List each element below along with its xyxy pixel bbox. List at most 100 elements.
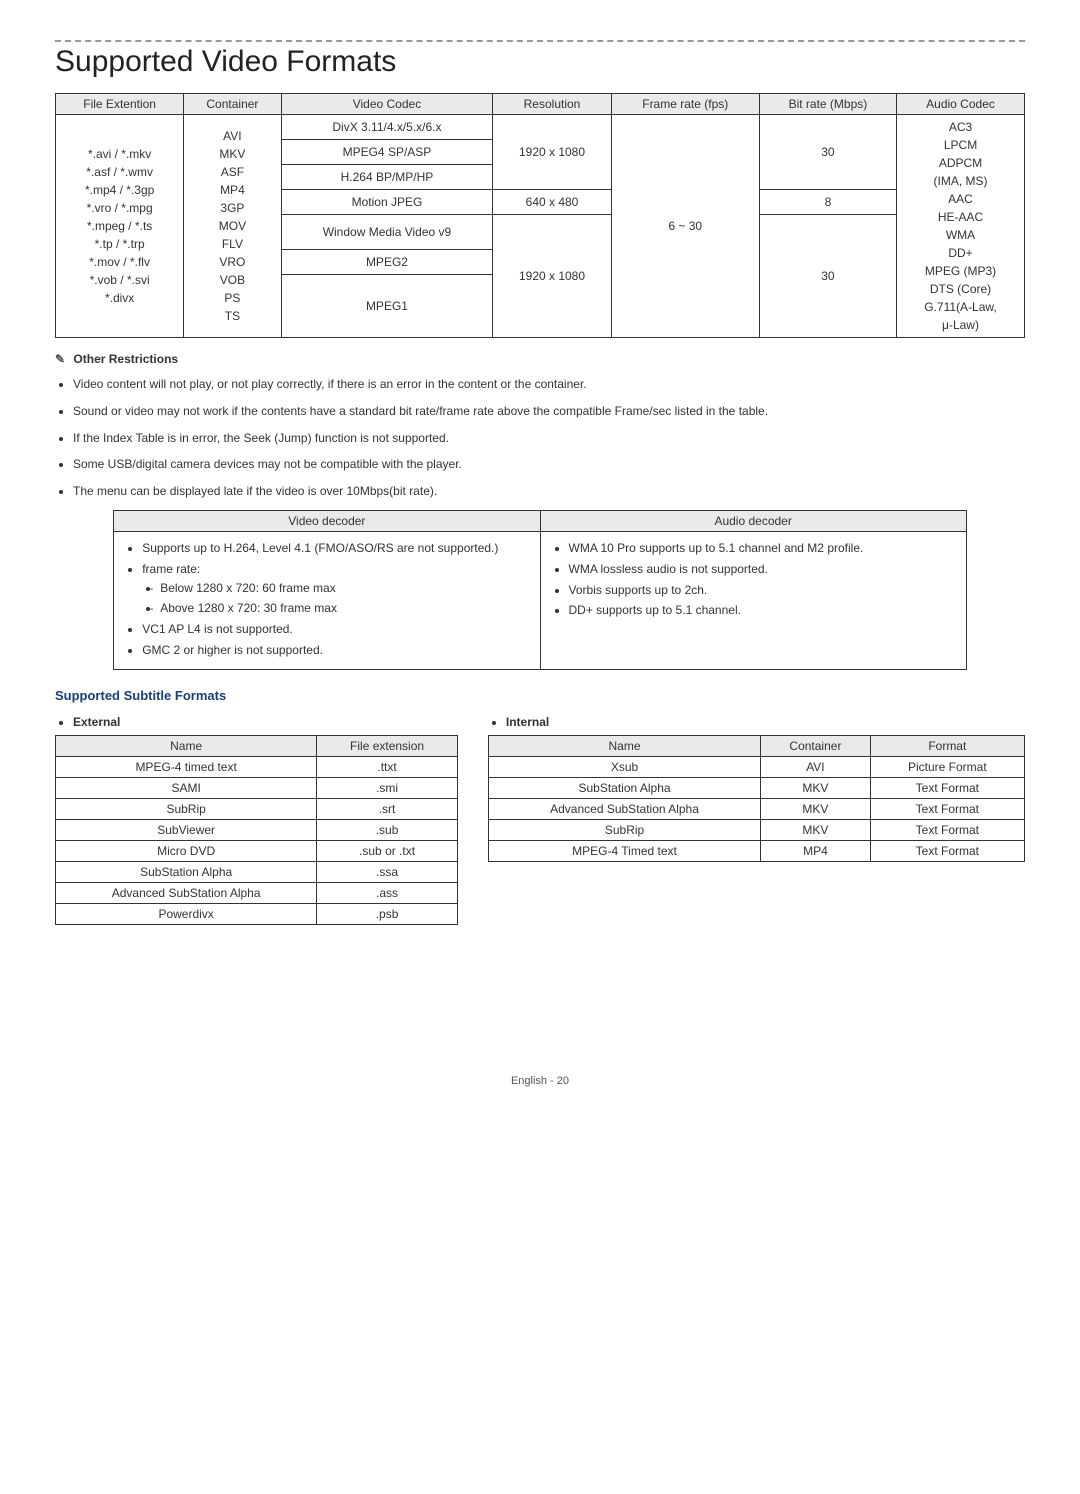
restriction-item: If the Index Table is in error, the Seek…	[73, 430, 1025, 447]
ad-item: WMA lossless audio is not supported.	[569, 561, 956, 578]
table-row: Advanced SubStation Alpha.ass	[56, 882, 458, 903]
th-audio-codec: Audio Codec	[897, 94, 1025, 115]
table-row: SAMI.smi	[56, 777, 458, 798]
subtitle-heading: Supported Subtitle Formats	[55, 688, 1025, 703]
th-bit-rate: Bit rate (Mbps)	[759, 94, 896, 115]
table-row: Micro DVD.sub or .txt	[56, 840, 458, 861]
th-frame-rate: Frame rate (fps)	[611, 94, 759, 115]
cell-res-a: 1920 x 1080	[493, 115, 611, 190]
table-cell: .srt	[317, 798, 458, 819]
table-cell: .smi	[317, 777, 458, 798]
restriction-item: Video content will not play, or not play…	[73, 376, 1025, 393]
other-restrictions-label: Other Restrictions	[55, 352, 1025, 366]
th-audio-decoder: Audio decoder	[540, 510, 966, 531]
table-row: SubRip.srt	[56, 798, 458, 819]
ad-item: Vorbis supports up to 2ch.	[569, 582, 956, 599]
table-row: MPEG-4 Timed textMP4Text Format	[488, 840, 1024, 861]
cell-res-b: 640 x 480	[493, 190, 611, 215]
other-restrictions-text: Other Restrictions	[73, 352, 178, 366]
table-row: SubStation AlphaMKVText Format	[488, 777, 1024, 798]
table-row: MPEG-4 timed text.ttxt	[56, 756, 458, 777]
table-cell: SubRip	[56, 798, 317, 819]
table-cell: Text Format	[870, 798, 1024, 819]
table-cell: .sub	[317, 819, 458, 840]
vd-item: GMC 2 or higher is not supported.	[142, 642, 529, 659]
th-container: Container	[184, 94, 281, 115]
table-cell: MKV	[761, 819, 870, 840]
table-row: Powerdivx.psb	[56, 903, 458, 924]
table-cell: MKV	[761, 798, 870, 819]
cell-codec-3: H.264 BP/MP/HP	[281, 165, 493, 190]
table-cell: .ass	[317, 882, 458, 903]
cell-audio: AC3 LPCM ADPCM (IMA, MS) AAC HE-AAC WMA …	[897, 115, 1025, 338]
ad-item: WMA 10 Pro supports up to 5.1 channel an…	[569, 540, 956, 557]
video-decoder-cell: Supports up to H.264, Level 4.1 (FMO/ASO…	[114, 531, 540, 669]
internal-subtitle-table: Name Container Format XsubAVIPicture For…	[488, 735, 1025, 862]
table-cell: Picture Format	[870, 756, 1024, 777]
restrictions-list: Video content will not play, or not play…	[55, 376, 1025, 500]
table-cell: .ssa	[317, 861, 458, 882]
cell-codec-6: MPEG2	[281, 250, 493, 275]
int-th-container: Container	[761, 735, 870, 756]
cell-file-ext: *.avi / *.mkv *.asf / *.wmv *.mp4 / *.3g…	[56, 115, 184, 338]
cell-codec-7: MPEG1	[281, 275, 493, 338]
cell-br-b: 8	[759, 190, 896, 215]
external-subtitle-table: Name File extension MPEG-4 timed text.tt…	[55, 735, 458, 925]
int-th-format: Format	[870, 735, 1024, 756]
page-title: Supported Video Formats	[55, 45, 1025, 79]
table-cell: Advanced SubStation Alpha	[488, 798, 760, 819]
table-cell: Micro DVD	[56, 840, 317, 861]
restriction-item: Some USB/digital camera devices may not …	[73, 456, 1025, 473]
cell-br-a: 30	[759, 115, 896, 190]
vd-frame-rate: frame rate:	[142, 562, 200, 576]
dashed-divider	[55, 40, 1025, 42]
table-cell: SubViewer	[56, 819, 317, 840]
vd-sub: Above 1280 x 720: 30 frame max	[160, 600, 529, 617]
table-row: SubRipMKVText Format	[488, 819, 1024, 840]
vd-item: frame rate: Below 1280 x 720: 60 frame m…	[142, 561, 529, 617]
th-resolution: Resolution	[493, 94, 611, 115]
table-cell: .sub or .txt	[317, 840, 458, 861]
table-cell: .ttxt	[317, 756, 458, 777]
restriction-item: Sound or video may not work if the conte…	[73, 403, 1025, 420]
video-formats-table: File Extention Container Video Codec Res…	[55, 93, 1025, 338]
cell-container: AVI MKV ASF MP4 3GP MOV FLV VRO VOB PS T…	[184, 115, 281, 338]
int-th-name: Name	[488, 735, 760, 756]
vd-item: Supports up to H.264, Level 4.1 (FMO/ASO…	[142, 540, 529, 557]
page-footer: English - 20	[55, 1075, 1025, 1087]
cell-res-c: 1920 x 1080	[493, 215, 611, 338]
table-row: SubViewer.sub	[56, 819, 458, 840]
table-cell: Text Format	[870, 777, 1024, 798]
table-cell: AVI	[761, 756, 870, 777]
table-cell: SAMI	[56, 777, 317, 798]
table-cell: MP4	[761, 840, 870, 861]
cell-codec-4: Motion JPEG	[281, 190, 493, 215]
table-cell: Text Format	[870, 840, 1024, 861]
table-cell: Advanced SubStation Alpha	[56, 882, 317, 903]
table-cell: Text Format	[870, 819, 1024, 840]
decoder-table: Video decoder Audio decoder Supports up …	[113, 510, 967, 670]
table-cell: Powerdivx	[56, 903, 317, 924]
table-cell: MKV	[761, 777, 870, 798]
table-cell: .psb	[317, 903, 458, 924]
th-video-codec: Video Codec	[281, 94, 493, 115]
th-file-ext: File Extention	[56, 94, 184, 115]
th-video-decoder: Video decoder	[114, 510, 540, 531]
table-row: Advanced SubStation AlphaMKVText Format	[488, 798, 1024, 819]
restriction-item: The menu can be displayed late if the vi…	[73, 483, 1025, 500]
ext-th-file: File extension	[317, 735, 458, 756]
internal-label: Internal	[506, 715, 1025, 729]
table-cell: SubRip	[488, 819, 760, 840]
external-label: External	[73, 715, 458, 729]
cell-br-c: 30	[759, 215, 896, 338]
table-cell: MPEG-4 timed text	[56, 756, 317, 777]
vd-item: VC1 AP L4 is not supported.	[142, 621, 529, 638]
table-cell: SubStation Alpha	[488, 777, 760, 798]
table-cell: SubStation Alpha	[56, 861, 317, 882]
cell-codec-5: Window Media Video v9	[281, 215, 493, 250]
ad-item: DD+ supports up to 5.1 channel.	[569, 602, 956, 619]
cell-codec-1: DivX 3.11/4.x/5.x/6.x	[281, 115, 493, 140]
table-row: SubStation Alpha.ssa	[56, 861, 458, 882]
table-cell: MPEG-4 Timed text	[488, 840, 760, 861]
ext-th-name: Name	[56, 735, 317, 756]
